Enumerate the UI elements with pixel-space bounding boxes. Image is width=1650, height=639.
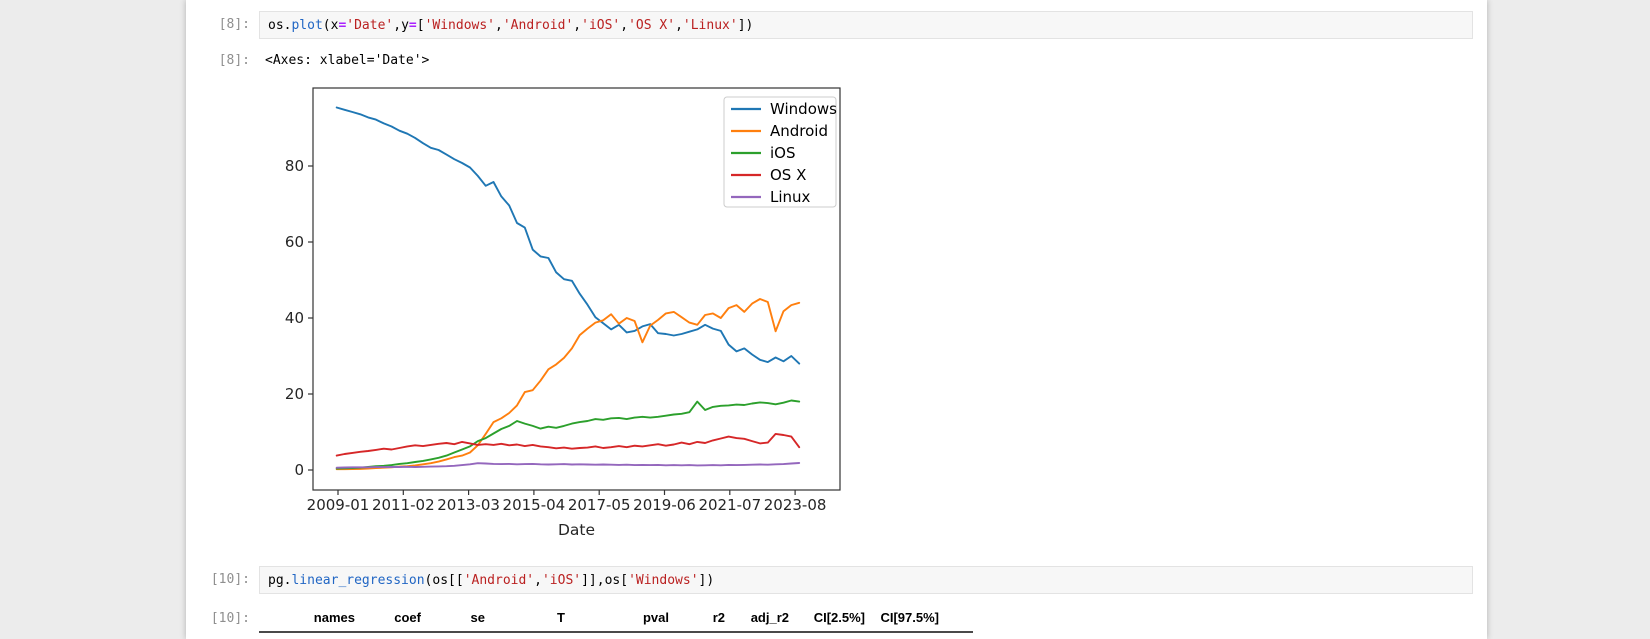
series-line-windows bbox=[335, 106, 801, 365]
y-tick-label: 80 bbox=[285, 157, 304, 175]
legend-label: iOS bbox=[770, 144, 796, 162]
column-header-adj-r2: adj_r2 bbox=[750, 610, 789, 625]
x-axis-label: Date bbox=[558, 521, 595, 539]
code-token-plain: , bbox=[534, 573, 542, 588]
code-token-str: 'Windows' bbox=[424, 18, 496, 33]
x-tick-label: 2011-02 bbox=[372, 496, 435, 514]
code-token-str: 'Windows' bbox=[628, 573, 699, 588]
column-header-t: T bbox=[557, 610, 565, 625]
code-token-plain: [ bbox=[416, 18, 425, 33]
code-token-plain: ]],os[ bbox=[581, 573, 629, 588]
column-header-se: se bbox=[470, 610, 485, 625]
output-prompt-cell10: [10]: bbox=[210, 611, 250, 626]
y-tick-label: 40 bbox=[285, 309, 304, 327]
x-tick-label: 2013-03 bbox=[437, 496, 500, 514]
series-line-android bbox=[335, 298, 801, 471]
code-token-func: plot bbox=[291, 18, 323, 33]
code-token-str: 'Android' bbox=[502, 18, 574, 33]
code-token-str: 'Linux' bbox=[682, 18, 738, 33]
x-tick-label: 2023-08 bbox=[764, 496, 827, 514]
notebook-panel: [8]: os.plot(x='Date',y=['Windows','Andr… bbox=[186, 0, 1487, 639]
column-header-names: names bbox=[313, 610, 355, 625]
code-token-str: 'OS X' bbox=[628, 18, 676, 33]
code-token-str: 'Android' bbox=[463, 573, 535, 588]
code-token-str: 'iOS' bbox=[581, 18, 621, 33]
code-token-op: = bbox=[408, 18, 417, 33]
code-token-str: 'Date' bbox=[346, 18, 394, 33]
code-token-func: linear_regression bbox=[291, 573, 425, 588]
code-token-plain: , bbox=[675, 18, 683, 33]
code-token-plain: (os[[ bbox=[424, 573, 464, 588]
column-header-ci-2-5-: CI[2.5%] bbox=[813, 610, 865, 625]
y-tick-label: 60 bbox=[285, 233, 304, 251]
x-tick-label: 2019-06 bbox=[633, 496, 696, 514]
x-tick-label: 2009-01 bbox=[307, 496, 370, 514]
x-tick-label: 2017-05 bbox=[568, 496, 631, 514]
input-prompt-cell8: [8]: bbox=[218, 17, 250, 32]
code-cell-input-plot[interactable]: os.plot(x='Date',y=['Windows','Android',… bbox=[259, 11, 1473, 39]
code-token-str: 'iOS' bbox=[541, 573, 582, 588]
legend-box bbox=[723, 96, 837, 208]
code-token-plain: ]) bbox=[698, 573, 715, 588]
code-cell-input-regression[interactable]: pg.linear_regression(os[['Android','iOS'… bbox=[259, 566, 1473, 594]
axes-repr-output: <Axes: xlabel='Date'> bbox=[265, 53, 430, 68]
code-token-plain: (x bbox=[322, 18, 339, 33]
column-header-coef: coef bbox=[394, 610, 421, 625]
series-line-linux bbox=[335, 462, 801, 469]
legend-label: Windows bbox=[770, 100, 837, 118]
code-token-plain: ,y bbox=[393, 18, 409, 33]
column-header-pval: pval bbox=[642, 610, 669, 625]
code-token-plain: , bbox=[495, 18, 503, 33]
os-share-line-chart: 2009-01 2011-02 2013-03 2015-04 2017-05 2019-… bbox=[285, 87, 841, 539]
legend-label: Android bbox=[770, 122, 828, 140]
output-prompt-cell8: [8]: bbox=[218, 53, 250, 68]
code-token-plain: os. bbox=[268, 18, 292, 33]
series-line-os-x bbox=[335, 432, 801, 457]
column-header-r2: r2 bbox=[712, 610, 725, 625]
x-tick-label: 2021-07 bbox=[698, 496, 761, 514]
series-line-ios bbox=[335, 399, 801, 470]
legend-label: OS X bbox=[770, 166, 806, 184]
input-prompt-cell10: [10]: bbox=[210, 572, 250, 587]
code-token-op: = bbox=[338, 18, 347, 33]
code-token-plain: , bbox=[573, 18, 582, 33]
legend-label: Linux bbox=[770, 188, 811, 206]
y-tick-label: 0 bbox=[294, 461, 304, 479]
code-token-plain: pg. bbox=[268, 573, 292, 588]
axes-frame bbox=[312, 87, 841, 491]
y-tick-label: 20 bbox=[285, 385, 304, 403]
code-token-plain: , bbox=[620, 18, 629, 33]
x-tick-label: 2015-04 bbox=[503, 496, 566, 514]
column-header-ci-97-5-: CI[97.5%] bbox=[880, 610, 939, 625]
code-token-plain: ]) bbox=[737, 18, 754, 33]
